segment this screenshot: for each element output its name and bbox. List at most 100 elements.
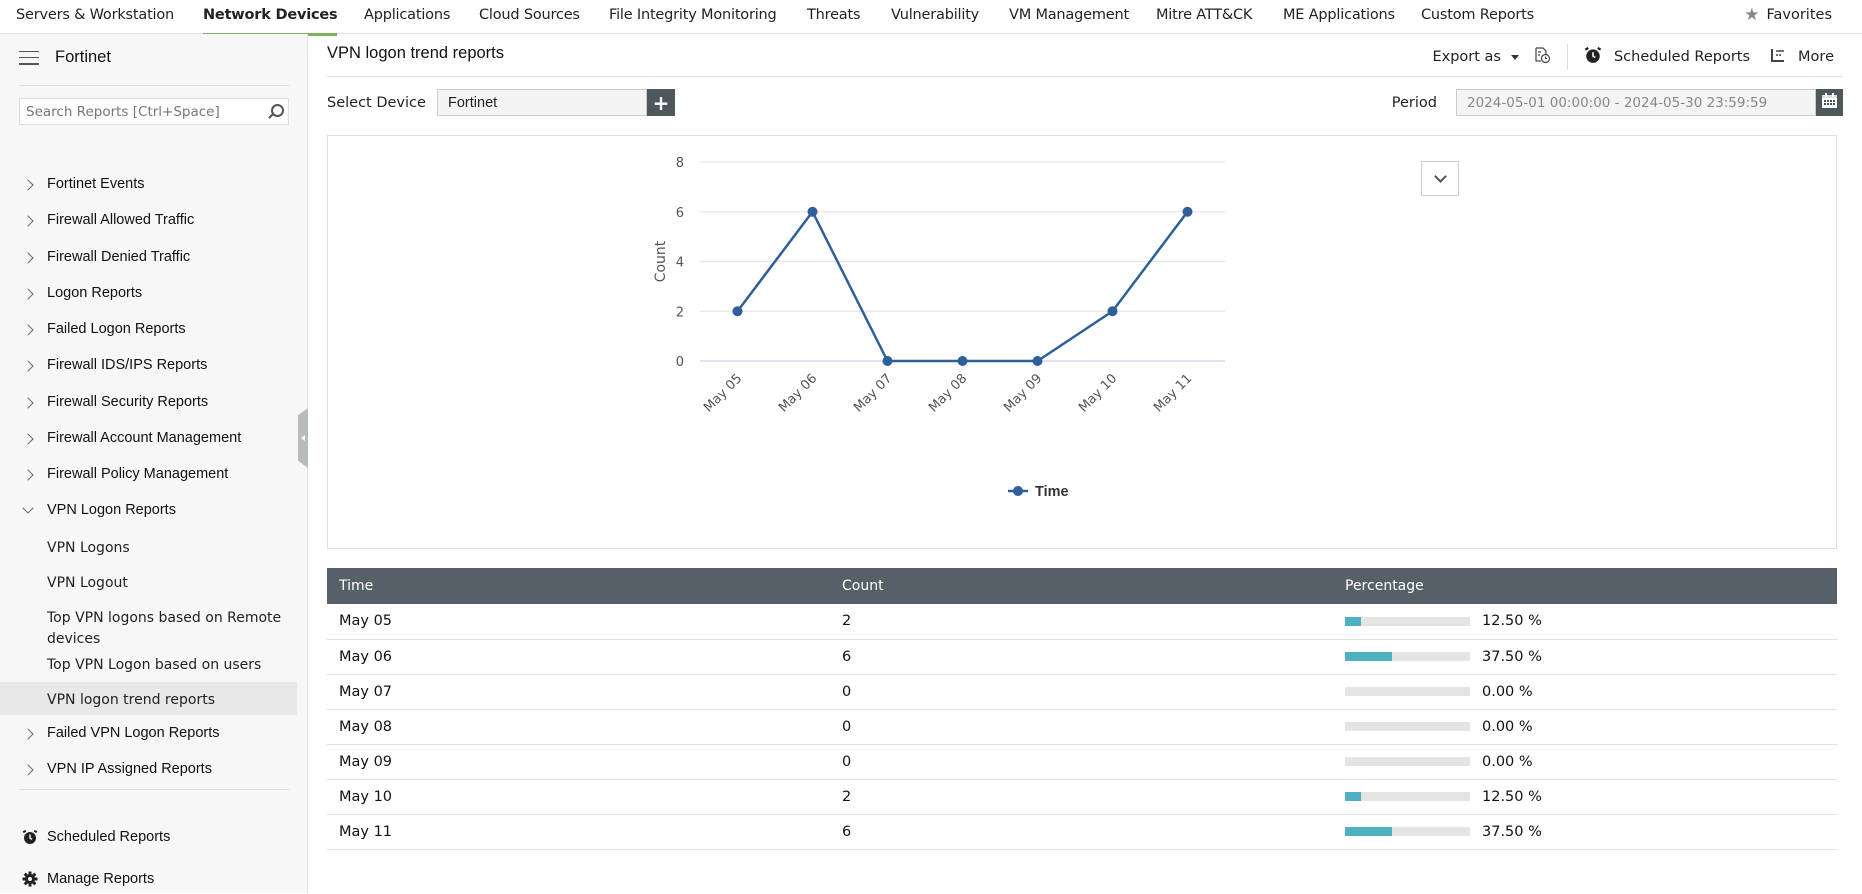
sidebar-bottom-divider [19,789,289,790]
y-axis-label: Count [653,240,669,282]
sidebar-report-top-vpn-logon-based-on-users[interactable]: Top VPN Logon based on users [0,647,297,680]
y-tick-label: 6 [676,206,684,221]
favorites-label: Favorites [1766,7,1833,23]
data-point[interactable] [807,206,818,217]
more-icon [1770,47,1786,67]
chevron-right-icon [22,252,34,264]
report-search-box[interactable] [19,98,289,125]
sidebar-group-logon-reports[interactable]: Logon Reports [0,277,297,310]
sidebar-group-firewall-denied-traffic[interactable]: Firewall Denied Traffic [0,241,297,274]
cell-count: 0 [830,744,1333,780]
gear-icon [22,871,38,887]
report-search-input[interactable] [26,103,262,120]
sidebar-item-label: Firewall Policy Management [47,466,229,482]
cell-time: May 07 [327,674,830,710]
sidebar-title: Fortinet [55,48,111,66]
sidebar-scheduled-reports[interactable]: Scheduled Reports [0,822,297,852]
favorites-button[interactable]: ★ Favorites [1744,5,1832,25]
search-icon[interactable] [262,100,288,124]
data-point[interactable] [1107,306,1118,317]
sidebar-group-firewall-ids-ips-reports[interactable]: Firewall IDS/IPS Reports [0,349,297,382]
y-tick-label: 8 [676,156,684,171]
data-point[interactable] [957,356,968,366]
cell-count: 6 [830,639,1333,675]
percentage-bar [1345,652,1470,661]
device-field[interactable]: Fortinet [437,89,647,116]
chevron-right-icon [22,360,34,372]
chart-type-dropdown[interactable] [1421,161,1459,196]
x-tick-label: May 08 [926,371,970,415]
hamburger-menu-icon[interactable] [19,50,39,65]
nav-tab-network-devices[interactable]: Network Devices [203,7,338,36]
percentage-bar [1345,827,1470,836]
sidebar-item-label: VPN Logons [47,540,130,556]
chevron-right-icon [22,215,34,227]
table-row: May 07 0 0.00 % [327,674,1837,710]
sidebar-header: Fortinet [19,48,111,67]
schedule-report-button[interactable] [1533,46,1551,68]
manage-reports-label: Manage Reports [47,871,155,887]
sidebar-group-firewall-security-reports[interactable]: Firewall Security Reports [0,386,297,419]
sidebar-group-vpn-logon-reports[interactable]: VPN Logon Reports [0,494,297,527]
x-tick-label: May 10 [1076,371,1120,415]
y-tick-label: 0 [676,355,684,370]
column-header-count[interactable]: Count [830,568,1333,604]
sidebar-report-vpn-logout[interactable]: VPN Logout [0,565,297,598]
chevron-right-icon [22,179,34,191]
y-tick-label: 2 [676,305,684,320]
device-selector: Select Device Fortinet + [327,89,675,116]
more-button[interactable]: More [1770,47,1834,67]
add-device-button[interactable]: + [647,89,675,116]
scheduled-reports-button[interactable]: Scheduled Reports [1584,46,1750,68]
nav-tab-vm-management[interactable]: VM Management [1009,7,1129,23]
sidebar-item-label: Firewall Account Management [47,430,242,446]
nav-tab-cloud-sources[interactable]: Cloud Sources [479,7,580,23]
nav-tab-vulnerability[interactable]: Vulnerability [891,7,980,23]
star-icon: ★ [1744,5,1760,25]
data-point[interactable] [1182,206,1193,217]
plus-icon: + [652,90,670,115]
sidebar-manage-reports[interactable]: Manage Reports [0,864,297,894]
column-header-percentage[interactable]: Percentage [1333,568,1837,604]
export-as-dropdown[interactable]: Export as [1432,49,1519,65]
nav-tab-mitre-att-ck[interactable]: Mitre ATT&CK [1156,7,1253,23]
period-field[interactable]: 2024-05-01 00:00:00 - 2024-05-30 23:59:5… [1456,89,1816,116]
sidebar-group-failed-vpn-logon-reports[interactable]: Failed VPN Logon Reports [0,717,297,750]
column-header-time[interactable]: Time [327,568,830,604]
toolbar-separator [1566,44,1568,70]
sidebar-report-vpn-logon-trend-reports[interactable]: VPN logon trend reports [0,682,297,715]
calendar-button[interactable] [1816,89,1843,116]
cell-time: May 10 [327,779,830,815]
sidebar-report-top-vpn-logons-based-on-remote-devices[interactable]: Top VPN logons based on Remote devices [0,600,297,647]
legend-label[interactable]: Time [1035,484,1069,500]
percentage-bar [1345,687,1470,696]
sidebar-group-vpn-ip-assigned-reports[interactable]: VPN IP Assigned Reports [0,753,297,786]
nav-tab-servers-workstation[interactable]: Servers & Workstation [16,7,175,23]
data-point[interactable] [732,306,743,317]
table-row: May 05 2 12.50 % [327,604,1837,640]
sidebar-group-firewall-allowed-traffic[interactable]: Firewall Allowed Traffic [0,204,297,237]
data-point[interactable] [882,356,893,366]
sidebar-group-fortinet-events[interactable]: Fortinet Events [0,168,297,201]
scheduled-reports-label: Scheduled Reports [1613,49,1751,65]
sidebar-group-failed-logon-reports[interactable]: Failed Logon Reports [0,313,297,346]
sidebar-group-firewall-policy-management[interactable]: Firewall Policy Management [0,458,297,491]
sidebar-group-firewall-account-management[interactable]: Firewall Account Management [0,422,297,455]
page-title: VPN logon trend reports [327,44,505,62]
sidebar-item-label: Logon Reports [47,285,143,301]
period-selector: Period 2024-05-01 00:00:00 - 2024-05-30 … [1392,89,1843,116]
caret-down-icon [1510,54,1519,60]
series-line [736,209,1189,363]
sidebar-item-label: Firewall IDS/IPS Reports [47,357,208,373]
sidebar-item-label: Fortinet Events [47,176,145,192]
nav-tab-file-integrity-monitoring[interactable]: File Integrity Monitoring [609,7,777,23]
nav-tab-me-applications[interactable]: ME Applications [1283,7,1395,23]
sidebar-report-vpn-logons[interactable]: VPN Logons [0,530,297,563]
nav-tab-threats[interactable]: Threats [807,7,861,23]
data-point[interactable] [1032,356,1043,366]
cell-count: 0 [830,674,1333,710]
select-device-label: Select Device [327,94,426,111]
nav-tab-custom-reports[interactable]: Custom Reports [1421,7,1534,23]
sidebar-collapse-handle[interactable] [298,408,308,468]
nav-tab-applications[interactable]: Applications [364,7,451,23]
